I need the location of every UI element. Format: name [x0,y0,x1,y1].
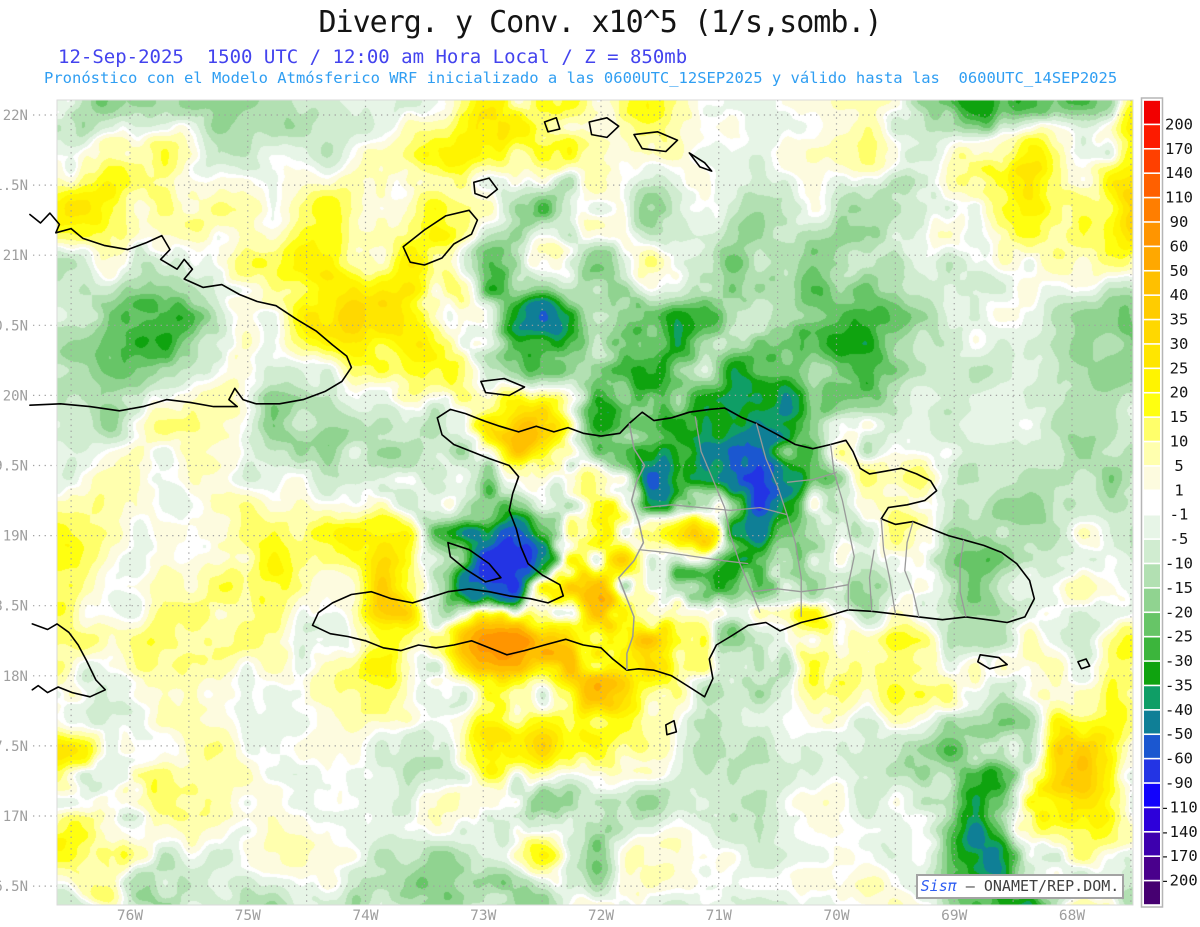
y-axis-label: 9.5N [0,459,28,475]
colorbar-label: -140 [1160,823,1197,841]
colorbar-label: 25 [1170,359,1189,377]
colorbar-label: 10 [1170,433,1189,451]
model-run-subtitle: Pronóstico con el Modelo Atmósferico WRF… [44,69,1118,87]
colorbar-label: 60 [1170,237,1189,255]
colorbar-cell [1144,613,1160,636]
colorbar-cell [1144,832,1160,856]
x-axis-label: 75W [235,908,261,924]
colorbar-cell [1144,247,1160,270]
colorbar-label: -25 [1165,628,1193,646]
colorbar-label: -60 [1165,750,1193,768]
colorbar-cell [1144,466,1160,490]
page-title: Diverg. y Conv. x10^5 (1/s,somb.) [318,5,882,40]
colorbar-cell [1144,271,1160,295]
colorbar-cell [1144,881,1160,905]
colorbar-cell [1144,100,1160,124]
x-axis-label: 76W [117,908,143,924]
colorbar-cell [1144,564,1160,588]
colorbar-cell [1144,759,1160,783]
colorbar-label: -15 [1165,579,1193,597]
x-axis-label: 72W [588,908,614,924]
y-axis-label: 1.5N [0,178,28,194]
colorbar-cell [1144,198,1160,222]
colorbar-label: -20 [1165,603,1193,621]
contour-field-canvas [57,100,1133,905]
colorbar-label: 140 [1165,164,1193,182]
colorbar-cell [1144,783,1160,807]
attribution-box: Sisπ — ONAMET/REP.DOM. [916,874,1124,899]
colorbar-label: 15 [1170,408,1189,426]
colorbar-cell [1144,369,1160,392]
y-axis-label: 17N [3,809,28,825]
y-axis-label: 7.5N [0,739,28,755]
colorbar-label: 110 [1165,189,1193,207]
colorbar-cell [1144,686,1160,710]
colorbar-label: -1 [1170,506,1189,524]
colorbar-cell [1144,442,1160,466]
colorbar-label: 30 [1170,335,1189,353]
colorbar-cell [1144,588,1160,612]
x-axis-labels: 76W 75W 74W 73W 72W 71W 70W 69W 68W [117,908,1085,924]
colorbar-label: -40 [1165,701,1193,719]
colorbar-cell [1144,173,1160,197]
colorbar-cell [1144,735,1160,758]
colorbar-cell [1144,295,1160,319]
y-axis-label: 22N [3,108,28,124]
y-axis-label: 20N [3,388,28,404]
colorbar-cell [1144,344,1160,368]
y-axis-label: 18N [3,669,28,685]
colorbar-cell [1144,393,1160,417]
colorbar: 200 170 140 110 90 60 50 40 35 30 25 20 15 10 5 1 -1 -5 -1… [1140,97,1198,908]
x-axis-label: 68W [1059,908,1085,924]
colorbar-label: 5 [1174,457,1183,475]
colorbar-cell [1144,661,1160,685]
x-axis-label: 73W [470,908,496,924]
colorbar-cell [1144,857,1160,880]
colorbar-label: 200 [1165,115,1193,133]
attribution-brand: Sisπ [920,877,957,895]
colorbar-cell [1144,222,1160,246]
y-axis-label: 21N [3,248,28,264]
colorbar-cell [1144,515,1160,539]
colorbar-label: -200 [1160,872,1197,890]
colorbar-label: -110 [1160,798,1197,816]
colorbar-label: -90 [1165,774,1193,792]
colorbar-cell [1144,125,1160,148]
colorbar-label: 50 [1170,262,1189,280]
x-axis-label: 74W [352,908,378,924]
attribution-org: ONAMET/REP.DOM. [983,877,1120,895]
colorbar-cell [1144,417,1160,441]
colorbar-label: -50 [1165,725,1193,743]
colorbar-cell [1144,539,1160,563]
y-axis-label: 6.5N [0,879,28,895]
colorbar-label: -10 [1165,554,1193,572]
colorbar-label: -170 [1160,847,1197,865]
colorbar-label: 90 [1170,213,1189,231]
valid-time-subtitle: 12-Sep-2025 1500 UTC / 12:00 am Hora Loc… [58,46,688,68]
colorbar-label: 170 [1165,140,1193,158]
y-axis-label: 19N [3,529,28,545]
colorbar-cell [1144,320,1160,344]
colorbar-cell [1144,491,1160,514]
colorbar-cell [1144,808,1160,832]
colorbar-label: -35 [1165,676,1193,694]
colorbar-label: 1 [1174,481,1183,499]
attribution-separator: — [956,877,984,895]
y-axis-label: 8.5N [0,599,28,615]
colorbar-label: 20 [1170,384,1189,402]
colorbar-label: -30 [1165,652,1193,670]
y-axis-label: 0.5N [0,318,28,334]
y-axis-labels: 22N 1.5N 21N 0.5N 20N 9.5N 19N 8.5N 18N 7.5N 17N 6.… [0,108,28,895]
colorbar-label: 40 [1170,286,1189,304]
colorbar-label: 35 [1170,311,1189,329]
colorbar-label: -5 [1170,530,1189,548]
x-axis-label: 70W [823,908,849,924]
colorbar-cell [1144,710,1160,734]
x-axis-label: 71W [706,908,732,924]
colorbar-frame [1140,97,1164,908]
x-axis-label: 69W [941,908,967,924]
colorbar-cell [1144,637,1160,661]
colorbar-cell [1144,149,1160,173]
